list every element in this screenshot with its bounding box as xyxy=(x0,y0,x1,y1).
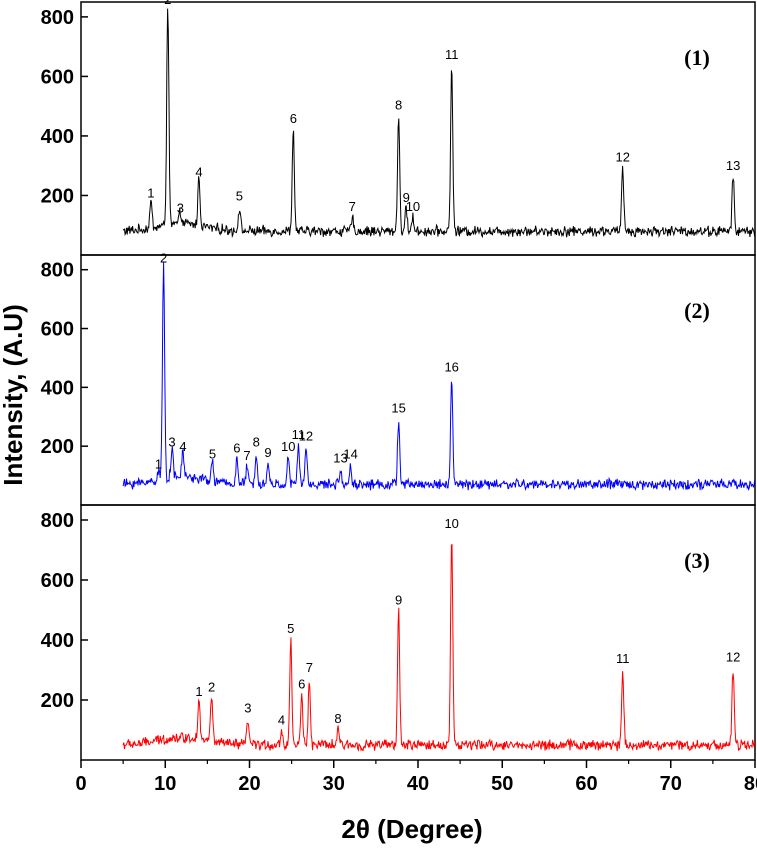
peak-label: 6 xyxy=(298,677,305,692)
x-tick-label: 20 xyxy=(238,773,260,795)
peak-label: 1 xyxy=(147,185,154,200)
y-tick-label: 200 xyxy=(41,690,74,712)
peak-label: 12 xyxy=(299,429,313,444)
peak-label: 15 xyxy=(391,401,405,416)
peak-label: 2 xyxy=(160,251,167,266)
peak-label: 7 xyxy=(349,199,356,214)
peak-label: 4 xyxy=(179,439,186,454)
peak-label: 11 xyxy=(445,47,459,62)
panel-frame xyxy=(80,1,756,256)
y-tick-label: 800 xyxy=(41,7,74,29)
peak-label: 5 xyxy=(236,188,243,203)
panel-frame xyxy=(80,504,756,761)
peak-label: 3 xyxy=(244,701,251,716)
peak-label: 14 xyxy=(343,446,357,461)
y-tick-label: 200 xyxy=(41,185,74,207)
panel-frame xyxy=(80,254,756,506)
peak-label: 4 xyxy=(195,165,202,180)
y-tick-label: 800 xyxy=(41,260,74,282)
x-tick-label: 10 xyxy=(154,773,176,795)
axis-layer: Intensity, (A.U) 2θ (Degree) 0 10 20 30 40 50… xyxy=(0,304,757,844)
peak-label: 10 xyxy=(406,199,420,214)
peak-label: 6 xyxy=(233,440,240,455)
x-tick-label: 60 xyxy=(575,773,597,795)
x-tick-label: 30 xyxy=(323,773,345,795)
y-tick-label: 600 xyxy=(41,66,74,88)
peak-label: 16 xyxy=(444,360,458,375)
y-tick-label: 400 xyxy=(41,126,74,148)
peak-label: 5 xyxy=(209,446,216,461)
peak-label: 10 xyxy=(281,439,295,454)
peak-label: 3 xyxy=(168,435,175,450)
spectrum-line-3 xyxy=(122,543,756,752)
peak-label: 7 xyxy=(306,660,313,675)
peak-label: 8 xyxy=(253,435,260,450)
peak-label: 8 xyxy=(334,711,341,726)
peak-label: 5 xyxy=(287,621,294,636)
peak-label: 13 xyxy=(726,158,740,173)
peak-label: 3 xyxy=(177,200,184,215)
peak-label: 2 xyxy=(208,680,215,695)
panel-label: (3) xyxy=(684,548,710,573)
peak-label: 1 xyxy=(155,457,162,472)
peak-label: 9 xyxy=(395,593,402,608)
spectrum-line-2 xyxy=(122,262,756,492)
peak-label: 7 xyxy=(243,448,250,463)
peak-label: 1 xyxy=(195,684,202,699)
y-tick-label: 800 xyxy=(41,510,74,532)
peak-label: 12 xyxy=(615,150,629,165)
y-tick-label: 600 xyxy=(41,319,74,341)
spectrum-line-1 xyxy=(122,8,756,239)
x-tick-label: 70 xyxy=(660,773,682,795)
peak-label: 9 xyxy=(403,190,410,205)
panel-label: (2) xyxy=(684,298,710,323)
peak-label: 11 xyxy=(616,651,630,666)
x-tick-label: 80 xyxy=(744,773,757,795)
peak-label: 9 xyxy=(264,445,271,460)
peak-label: 8 xyxy=(395,98,402,113)
y-tick-label: 600 xyxy=(41,570,74,592)
peak-label: 13 xyxy=(333,451,347,466)
peak-label: 6 xyxy=(290,111,297,126)
peak-label: 4 xyxy=(278,713,285,728)
peak-label: 12 xyxy=(726,650,740,665)
peak-label: 11 xyxy=(292,427,306,442)
x-tick-label: 0 xyxy=(75,773,86,795)
x-tick-label: 50 xyxy=(491,773,513,795)
x-tick-label: 40 xyxy=(407,773,429,795)
y-tick-label: 200 xyxy=(41,436,74,458)
y-tick-label: 400 xyxy=(41,377,74,399)
peak-label: 2 xyxy=(164,0,171,7)
panels-layer: 20040060080012345678910111213(1)20040060… xyxy=(41,0,756,761)
panel-label: (1) xyxy=(684,45,710,70)
peak-label: 10 xyxy=(444,516,458,531)
x-axis-title: 2θ (Degree) xyxy=(341,814,482,844)
y-axis-title: Intensity, (A.U) xyxy=(0,304,28,486)
y-tick-label: 400 xyxy=(41,630,74,652)
